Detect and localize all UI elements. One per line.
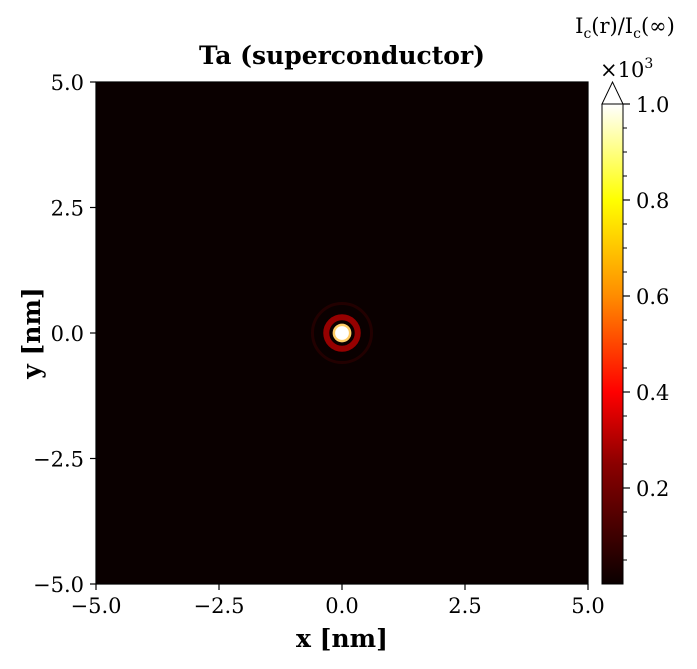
colorbar-multiplier: ×103 — [600, 56, 653, 82]
colorbar-tick-label: 0.2 — [636, 477, 669, 501]
colorbar-tick-label: 0.6 — [636, 285, 669, 309]
chart-title: Ta (superconductor) — [199, 41, 485, 70]
x-tick-label: 5.0 — [571, 594, 604, 618]
colorbar-multiplier-base: ×10 — [600, 58, 644, 82]
x-tick-label: −5.0 — [71, 594, 122, 618]
y-tick-label: 2.5 — [51, 197, 84, 221]
x-axis-label: x [nm] — [296, 624, 388, 653]
heatmap-outer-ring — [310, 301, 374, 365]
y-tick-label: −2.5 — [33, 448, 84, 472]
colorbar-extend-triangle — [601, 80, 624, 105]
heatmap-ring — [323, 314, 361, 352]
colorbar: 1.00.80.60.40.2 Ic(r)/Ic(∞) ×103 — [575, 14, 675, 585]
y-tick-label: 0.0 — [51, 322, 84, 346]
colorbar-minor-ticks — [623, 127, 627, 561]
x-axis: −5.0 −2.5 0.0 2.5 5.0 — [71, 584, 605, 618]
colorbar-label: Ic(r)/Ic(∞) — [575, 14, 675, 42]
colorbar-multiplier-exp: 3 — [644, 56, 653, 72]
colorbar-label-sub: c — [583, 26, 591, 42]
y-axis-label: y [nm] — [17, 287, 46, 380]
x-tick-label: −2.5 — [194, 594, 245, 618]
heatmap-core — [335, 326, 349, 340]
x-tick-label: 2.5 — [448, 594, 481, 618]
colorbar-tick-label: 1.0 — [636, 93, 669, 117]
colorbar-ticks: 1.0 0.8 0.6 0.4 0.2 — [623, 93, 669, 501]
x-tick-label: 0.0 — [325, 594, 358, 618]
plot-area — [95, 81, 589, 585]
y-axis: 5.0 2.5 0.0 −2.5 −5.0 — [33, 71, 96, 597]
colorbar-tick-label: 0.4 — [636, 381, 669, 405]
colorbar-label-sub2: c — [633, 26, 641, 42]
heatmap-features — [310, 301, 374, 365]
y-tick-label: 5.0 — [51, 71, 84, 95]
y-tick-label: −5.0 — [33, 573, 84, 597]
colorbar-label-end: (∞) — [641, 14, 675, 38]
colorbar-label-mid: (r)/I — [591, 14, 633, 38]
colorbar-gradient — [602, 104, 623, 584]
colorbar-label-main: I — [575, 14, 583, 38]
colorbar-tick-label: 0.8 — [636, 189, 669, 213]
